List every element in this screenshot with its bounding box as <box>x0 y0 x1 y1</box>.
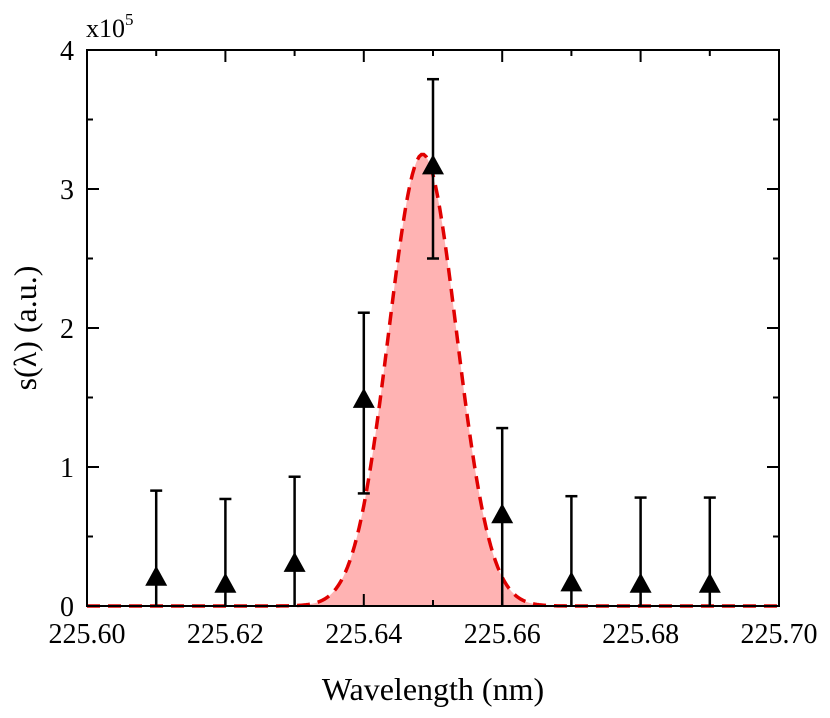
data-point-triangle <box>560 571 583 592</box>
data-point-triangle <box>422 154 444 175</box>
y-tick-label: 1 <box>60 453 74 484</box>
y-multiplier-label: x105 <box>86 10 134 43</box>
x-tick-label: 225.68 <box>602 619 679 650</box>
x-tick-label: 225.60 <box>49 619 126 650</box>
y-multiplier-exponent: 5 <box>125 10 134 29</box>
data-point-triangle <box>491 503 514 524</box>
data-point-triangle <box>352 387 375 408</box>
data-point-triangle <box>214 572 237 593</box>
y-multiplier-base: x10 <box>86 14 125 43</box>
y-tick-label: 0 <box>60 592 74 623</box>
y-tick-labels: 0 1 2 3 4 <box>60 36 74 623</box>
fit-fill-area <box>87 154 779 606</box>
data-point-triangle <box>629 572 652 593</box>
data-point-triangle <box>283 551 306 572</box>
x-tick-label: 225.64 <box>325 619 402 650</box>
data-point-triangle <box>145 565 168 586</box>
y-tick-label: 3 <box>60 175 74 206</box>
x-tick-label: 225.70 <box>741 619 818 650</box>
x-tick-labels: 225.60 225.62 225.64 225.66 225.68 225.70 <box>49 619 818 650</box>
x-tick-label: 225.66 <box>464 619 541 650</box>
axis-ticks <box>86 49 780 607</box>
x-tick-label: 225.62 <box>187 619 264 650</box>
data-point-triangle <box>698 572 721 593</box>
y-tick-label: 2 <box>60 314 74 345</box>
x-axis-title: Wavelength (nm) <box>322 671 544 707</box>
y-tick-label: 4 <box>60 36 74 67</box>
y-axis-title: s(λ) (a.u.) <box>7 266 43 391</box>
data-markers <box>145 154 721 593</box>
